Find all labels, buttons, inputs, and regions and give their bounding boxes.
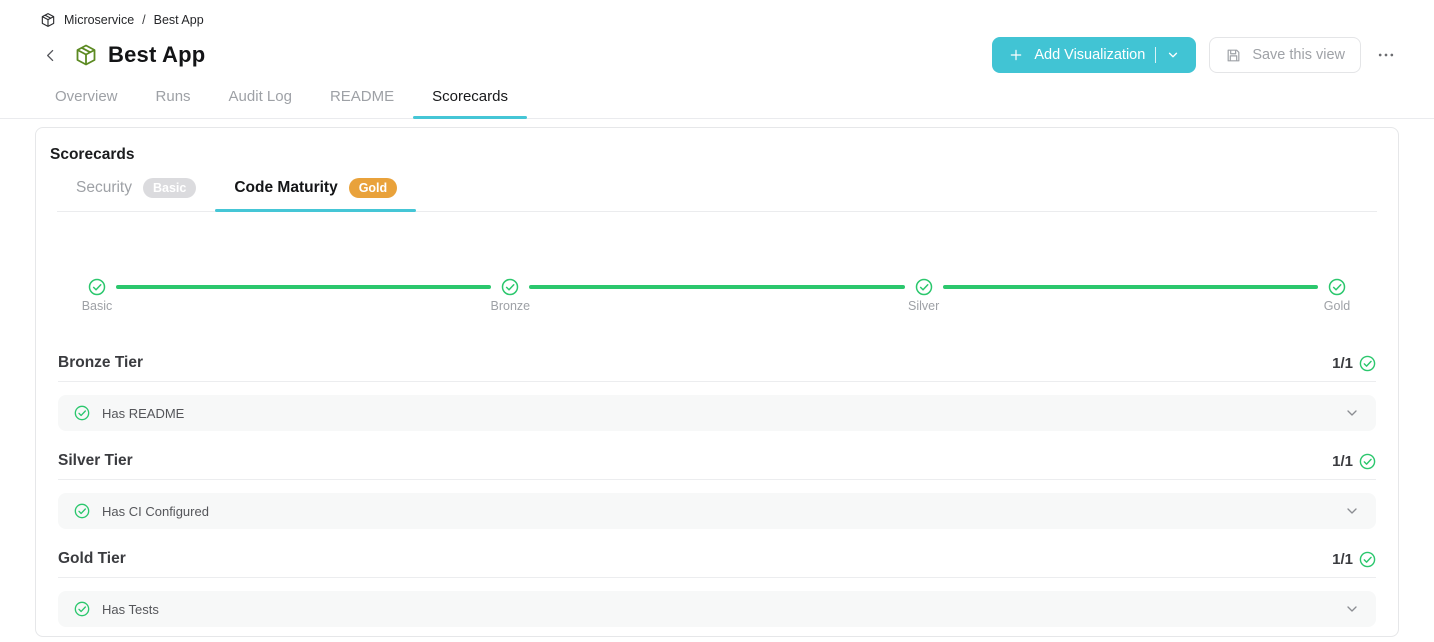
scorecard-tab-label: Security xyxy=(76,179,132,196)
check-circle-icon xyxy=(88,278,106,296)
tier-section-bronze: Bronze Tier 1/1 Has README xyxy=(58,354,1376,431)
tier-score-value: 1/1 xyxy=(1332,452,1353,470)
breadcrumb-entity-name[interactable]: Best App xyxy=(153,13,204,27)
stepper-step-gold: Gold xyxy=(1324,278,1350,313)
tier-score-value: 1/1 xyxy=(1332,550,1353,568)
package-box-icon xyxy=(74,43,98,67)
scorecard-tabs-bar: Security Basic Code Maturity Gold xyxy=(57,170,1377,212)
scorecard-tab-code-maturity[interactable]: Code Maturity Gold xyxy=(215,170,416,212)
divider xyxy=(58,381,1376,382)
entity-tabs: Overview Runs Audit Log README Scorecard… xyxy=(36,80,1398,119)
tier-section-silver: Silver Tier 1/1 Has CI Configured xyxy=(58,452,1376,529)
scorecards-panel: Scorecards Security Basic Code Maturity … xyxy=(35,127,1399,637)
back-button[interactable] xyxy=(40,45,60,65)
tier-header: Silver Tier 1/1 xyxy=(58,452,1376,470)
check-circle-icon xyxy=(502,278,519,296)
chevron-down-icon[interactable] xyxy=(1344,503,1360,519)
breadcrumb-separator: / xyxy=(142,13,146,27)
rule-label: Has CI Configured xyxy=(102,503,209,519)
tab-overview[interactable]: Overview xyxy=(55,88,118,105)
check-circle-icon xyxy=(74,503,90,519)
tier-list: Bronze Tier 1/1 Has README xyxy=(36,354,1398,627)
add-visualization-button[interactable]: Add Visualization xyxy=(992,37,1197,73)
tier-score: 1/1 xyxy=(1332,551,1376,568)
step-label: Basic xyxy=(81,299,113,313)
package-box-icon xyxy=(40,12,56,28)
plus-icon xyxy=(1008,47,1024,63)
step-label: Silver xyxy=(908,299,940,313)
scorecard-tab-security[interactable]: Security Basic xyxy=(57,170,215,211)
page-title: Best App xyxy=(108,42,206,67)
add-visualization-label: Add Visualization xyxy=(1034,47,1146,63)
check-circle-icon xyxy=(1328,278,1346,296)
level-badge-gold: Gold xyxy=(348,178,398,198)
stepper-connector xyxy=(529,285,905,289)
rule-label: Has Tests xyxy=(102,601,159,617)
stepper-connector xyxy=(942,285,1318,289)
check-circle-icon xyxy=(915,278,932,296)
entity-tabs-bar: Overview Runs Audit Log README Scorecard… xyxy=(0,80,1434,119)
ellipsis-icon xyxy=(1378,53,1394,57)
tier-header: Bronze Tier 1/1 xyxy=(58,354,1376,372)
rule-row[interactable]: Has README xyxy=(58,395,1376,431)
chevron-down-icon[interactable] xyxy=(1344,405,1360,421)
chevron-down-icon[interactable] xyxy=(1166,48,1180,62)
divider xyxy=(58,577,1376,578)
page-header: Microservice / Best App Best App xyxy=(0,0,1434,119)
breadcrumb: Microservice / Best App xyxy=(40,12,1398,28)
stepper-step-bronze: Bronze xyxy=(491,278,530,313)
tab-audit-log[interactable]: Audit Log xyxy=(228,88,292,105)
step-label: Bronze xyxy=(490,299,531,313)
tier-section-gold: Gold Tier 1/1 Has Tests xyxy=(58,550,1376,627)
tier-name: Bronze Tier xyxy=(58,354,143,371)
level-stepper: Basic Bronze Silver Gold xyxy=(82,278,1350,313)
tier-name: Gold Tier xyxy=(58,550,126,567)
level-badge-basic: Basic xyxy=(143,178,197,198)
stepper-step-basic: Basic xyxy=(82,278,112,313)
check-circle-icon xyxy=(74,405,90,421)
tab-scorecards[interactable]: Scorecards xyxy=(413,80,527,119)
rule-row[interactable]: Has Tests xyxy=(58,591,1376,627)
check-circle-icon xyxy=(1359,453,1376,469)
scorecard-tab-label: Code Maturity xyxy=(234,179,338,196)
tier-score: 1/1 xyxy=(1332,355,1376,372)
panel-title: Scorecards xyxy=(50,146,135,163)
header-actions: Add Visualization Save this view xyxy=(992,37,1398,73)
stepper-connector xyxy=(116,285,492,289)
check-circle-icon xyxy=(74,601,90,617)
tab-readme[interactable]: README xyxy=(329,88,395,105)
button-divider xyxy=(1155,47,1157,63)
more-options-button[interactable] xyxy=(1374,43,1398,67)
chevron-down-icon[interactable] xyxy=(1344,601,1360,617)
stepper-step-silver: Silver xyxy=(908,278,939,313)
scorecard-tabs: Security Basic Code Maturity Gold xyxy=(57,170,1377,212)
chevron-left-icon xyxy=(46,49,53,61)
tier-header: Gold Tier 1/1 xyxy=(58,550,1376,568)
rule-row[interactable]: Has CI Configured xyxy=(58,493,1376,529)
breadcrumb-entity-type[interactable]: Microservice xyxy=(64,13,135,27)
tab-runs[interactable]: Runs xyxy=(155,88,191,105)
tier-name: Silver Tier xyxy=(58,452,133,469)
check-circle-icon xyxy=(1359,355,1376,371)
step-label: Gold xyxy=(1323,299,1351,313)
title-row: Best App Add Visualization xyxy=(40,37,1398,73)
save-view-label: Save this view xyxy=(1252,47,1345,63)
tier-score: 1/1 xyxy=(1332,453,1376,470)
tier-score-value: 1/1 xyxy=(1332,354,1353,372)
floppy-disk-icon xyxy=(1225,47,1242,64)
check-circle-icon xyxy=(1359,551,1376,567)
save-view-button[interactable]: Save this view xyxy=(1209,37,1361,73)
divider xyxy=(58,479,1376,480)
rule-label: Has README xyxy=(102,405,185,421)
